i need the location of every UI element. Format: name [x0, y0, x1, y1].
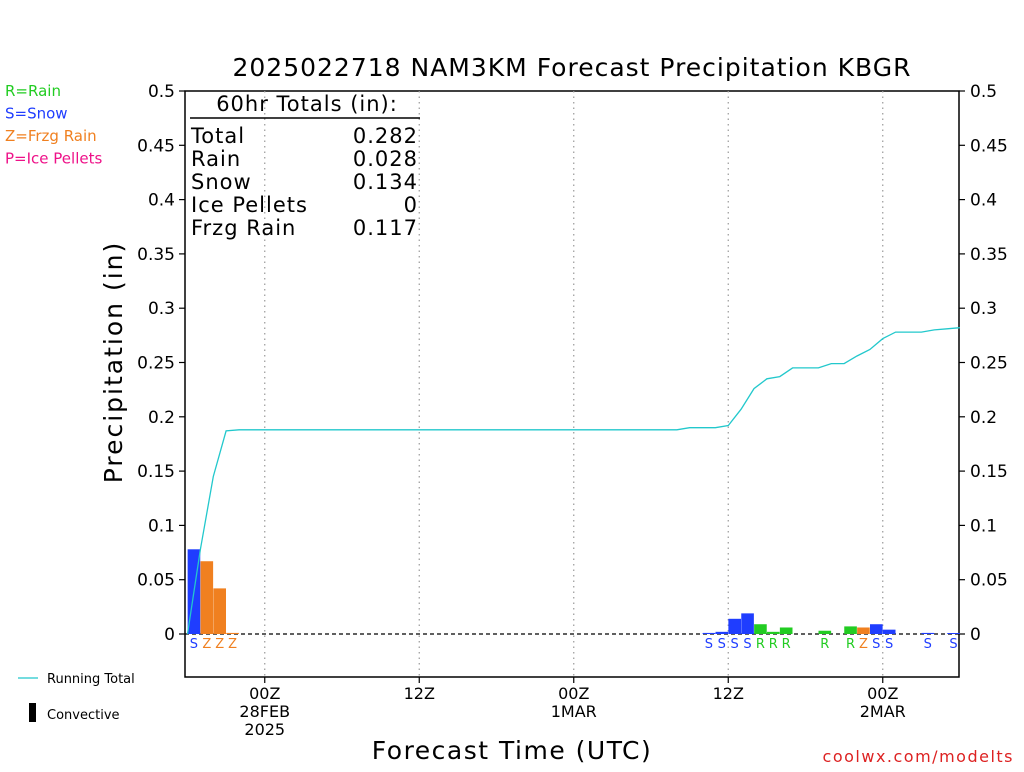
type-legend-item: S=Snow: [5, 105, 68, 123]
x-tick-label: 00Z: [249, 684, 280, 703]
precip-bar: [779, 627, 793, 634]
y-axis-right: 0 0.05 0.1 0.15 0.2 0.25 0.3 0.35 0.4 0.45 0.5: [959, 82, 1008, 645]
precip-type-label: Z: [859, 637, 868, 652]
y-tick-label-right: 0.1: [970, 516, 997, 536]
y-tick-label-right: 0.25: [970, 354, 1008, 374]
totals-rows: Total 0.282 Rain 0.028 Snow 0.134 Ice Pellets 0…: [190, 124, 418, 240]
precip-bar: [754, 624, 767, 634]
precip-bar: [767, 631, 780, 634]
plot-frame: [184, 90, 960, 678]
totals-row-value: 0.028: [353, 147, 418, 171]
precip-bar: [947, 633, 960, 634]
precip-type-label: Z: [228, 637, 237, 652]
precip-type-label: S: [924, 637, 932, 652]
x-tick-label: 12Z: [404, 684, 435, 703]
precip-bar: [882, 629, 896, 634]
convective-legend-label: Convective: [47, 708, 120, 723]
precip-type-label: S: [743, 637, 751, 652]
convective-swatch: [29, 703, 36, 722]
precip-bar: [213, 588, 226, 634]
precip-type-label: R: [846, 637, 855, 652]
precip-bar: [818, 630, 832, 634]
precip-bar: [741, 613, 754, 634]
precip-type-label: S: [885, 637, 893, 652]
y-tick-label-right: 0.15: [970, 462, 1008, 482]
precip-type-label: R: [756, 637, 765, 652]
type-legend-item: Z=Frzg Rain: [5, 127, 97, 145]
y-tick-label-right: 0.35: [970, 245, 1008, 265]
y-tick-label-right: 0.2: [970, 408, 997, 428]
precip-type-label: S: [718, 637, 726, 652]
precip-type-label: R: [769, 637, 778, 652]
totals-row-value: 0.117: [353, 216, 418, 240]
y-tick-label-left: 0.05: [137, 571, 175, 591]
totals-row-label: Rain: [191, 147, 241, 171]
totals-row-value: 0.134: [353, 170, 418, 194]
x-tick-label: 00Z: [867, 684, 898, 703]
precip-type-label: S: [705, 637, 713, 652]
totals-box: 60hr Totals (in): Total 0.282 Rain 0.028 Sno…: [190, 92, 420, 240]
precip-bar: [870, 624, 883, 634]
y-tick-label-right: 0.45: [970, 136, 1008, 156]
type-legend-item: P=Ice Pellets: [5, 150, 102, 168]
y-axis-left: 0 0.05 0.1 0.15 0.2 0.25 0.3 0.35 0.4 0.45 0.5: [137, 82, 185, 645]
y-tick-label-right: 0.05: [970, 571, 1008, 591]
y-tick-label-left: 0: [164, 625, 175, 645]
precip-bar: [921, 632, 935, 634]
totals-row-value: 0.282: [353, 124, 418, 148]
running-total-legend-label: Running Total: [47, 672, 135, 687]
precip-bar: [728, 618, 741, 634]
precip-type-label: S: [872, 637, 880, 652]
y-tick-label-left: 0.5: [148, 82, 175, 102]
precip-type-label: S: [190, 637, 198, 652]
type-legend-item: R=Rain: [5, 82, 61, 100]
y-tick-label-left: 0.35: [137, 245, 175, 265]
x-tick-label: 2MAR: [860, 702, 906, 721]
totals-row-label: Snow: [191, 170, 252, 194]
y-tick-label-left: 0.4: [148, 191, 175, 211]
precip-bar: [857, 627, 870, 634]
totals-row-label: Total: [190, 124, 245, 148]
y-tick-label-left: 0.25: [137, 354, 175, 374]
x-axis-title: Forecast Time (UTC): [372, 736, 652, 765]
precip-type-label: S: [949, 637, 957, 652]
bottom-legend: Running Total Convective: [18, 672, 135, 723]
y-tick-label-left: 0.45: [137, 136, 175, 156]
x-tick-label: 12Z: [713, 684, 744, 703]
totals-row-label: Frzg Rain: [191, 216, 296, 240]
running-total-line: [186, 327, 961, 635]
y-tick-label-right: 0.4: [970, 191, 997, 211]
precip-bar: [844, 626, 857, 634]
y-tick-label-right: 0.3: [970, 299, 997, 319]
x-tick-label: 00Z: [558, 684, 589, 703]
watermark: coolwx.com/modelts: [823, 747, 1014, 766]
y-tick-label-right: 0: [970, 625, 981, 645]
y-tick-label-right: 0.5: [970, 82, 997, 102]
x-tick-label: 2025: [244, 720, 285, 739]
type-legend: R=Rain S=Snow Z=Frzg Rain P=Ice Pellets: [5, 82, 102, 168]
y-tick-label-left: 0.15: [137, 462, 175, 482]
totals-row-label: Ice Pellets: [191, 193, 308, 217]
totals-title: 60hr Totals (in):: [216, 92, 398, 116]
precip-type-label: R: [782, 637, 791, 652]
y-tick-label-left: 0.1: [148, 516, 175, 536]
precip-bar: [702, 632, 716, 634]
y-tick-label-left: 0.3: [148, 299, 175, 319]
x-tick-label: 28FEB: [239, 702, 290, 721]
chart-title: 2025022718 NAM3KM Forecast Precipitation…: [233, 53, 912, 82]
precip-type-label: Z: [202, 637, 211, 652]
precip-bar: [715, 631, 729, 634]
precip-type-label: Z: [215, 637, 224, 652]
x-tick-label: 1MAR: [551, 702, 597, 721]
y-axis-title: Precipitation (in): [99, 241, 128, 484]
precip-type-label: R: [820, 637, 829, 652]
precip-type-label: S: [731, 637, 739, 652]
precip-bar: [226, 632, 239, 634]
precip-bar: [200, 561, 214, 634]
y-tick-label-left: 0.2: [148, 408, 175, 428]
totals-row-value: 0: [404, 193, 418, 217]
